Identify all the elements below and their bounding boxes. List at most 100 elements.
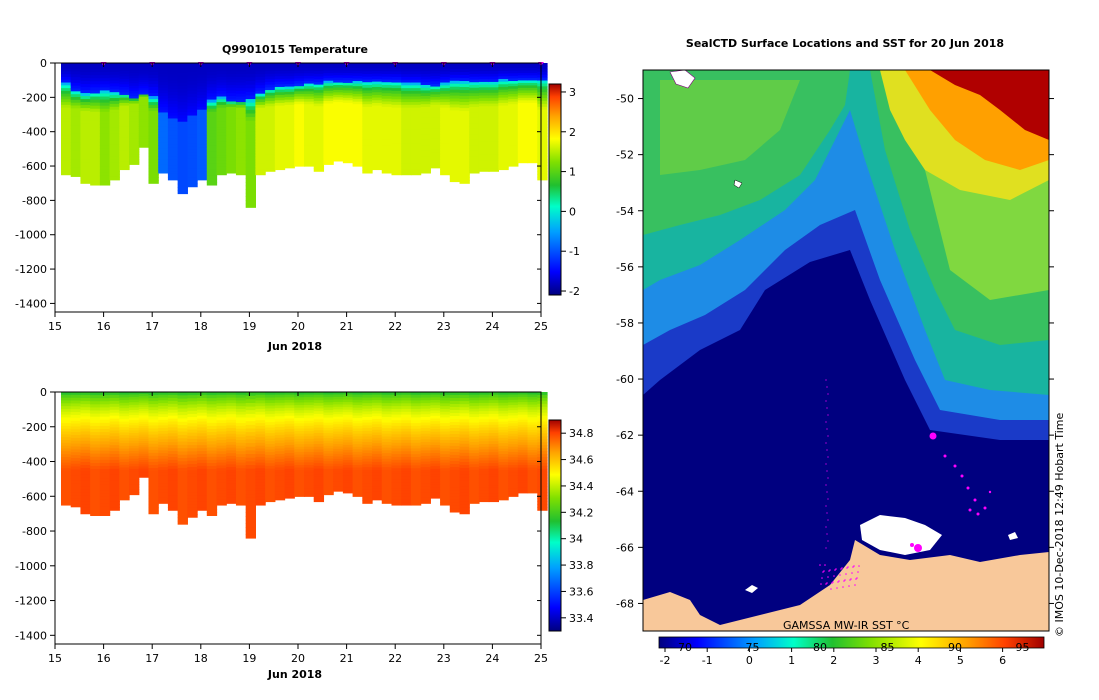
profile-cell <box>420 126 431 130</box>
profile-cell <box>410 110 422 114</box>
profile-cell <box>508 155 519 159</box>
profile-cell <box>158 433 169 438</box>
profile-cell <box>284 102 295 106</box>
profile-cell <box>313 144 325 148</box>
profile-cell <box>167 124 179 128</box>
profile-cell <box>90 429 101 433</box>
profile-cell <box>410 157 422 162</box>
profile-cell <box>138 119 150 123</box>
profile-cell <box>459 434 470 439</box>
profile-cell <box>216 468 227 472</box>
profile-cell <box>167 465 179 470</box>
profile-cell <box>177 183 188 188</box>
y-tick-label: -1000 <box>15 229 47 242</box>
profile-cell <box>284 68 295 72</box>
profile-cell <box>508 96 519 100</box>
profile-cell <box>61 428 72 433</box>
profile-cell <box>187 87 198 92</box>
profile-cell <box>119 394 130 398</box>
track-point <box>826 512 828 514</box>
profile-cell <box>148 132 159 136</box>
profile-cell <box>362 142 373 147</box>
profile-cell <box>517 140 529 144</box>
profile-cell <box>537 418 548 423</box>
profile-cell <box>449 463 461 468</box>
map-frame <box>642 69 1050 632</box>
profile-cell <box>245 174 256 179</box>
profile-cell <box>449 116 461 120</box>
track-point <box>823 570 825 572</box>
profile-cell <box>109 442 120 446</box>
profile-cell <box>265 479 276 483</box>
profile-cell <box>410 502 422 506</box>
profile-cell <box>226 417 237 421</box>
profile-cell <box>284 131 295 135</box>
profile-cell <box>313 392 325 396</box>
profile-cell <box>304 493 315 497</box>
profile-cell <box>537 173 548 178</box>
profile-cell <box>109 445 120 449</box>
profile-cell <box>129 121 140 125</box>
profile-cell <box>410 451 422 455</box>
profile-cell <box>70 85 82 90</box>
profile-cell <box>90 506 101 510</box>
profile-cell <box>352 86 363 90</box>
profile-cell <box>420 405 431 410</box>
profile-cell <box>119 86 130 91</box>
profile-cell <box>284 133 295 137</box>
profile-cell <box>284 394 295 398</box>
profile-cell <box>537 153 548 158</box>
profile-cell <box>508 127 519 131</box>
profile-cell <box>420 414 431 418</box>
profile-cell <box>372 467 383 471</box>
profile-cell <box>401 431 412 435</box>
profile-cell <box>488 476 499 481</box>
profile-cell <box>537 480 548 485</box>
profile-cell <box>216 160 227 165</box>
profile-cell <box>187 134 198 138</box>
colorbar-tick-label: 34.6 <box>569 454 594 467</box>
profile-cell <box>381 101 393 105</box>
profile-cell <box>158 101 169 105</box>
profile-cell <box>469 408 480 413</box>
profile-cell <box>177 63 188 67</box>
profile-cell <box>333 448 344 453</box>
profile-cell <box>498 402 509 407</box>
profile-cell <box>313 138 325 143</box>
profile-cell <box>138 88 150 91</box>
profile-cell <box>498 94 509 99</box>
profile-cell <box>158 453 169 457</box>
profile-cell <box>401 129 412 134</box>
profile-cell <box>372 478 383 482</box>
track-point <box>825 583 827 585</box>
profile-cell <box>537 130 548 134</box>
profile-cell <box>294 407 305 411</box>
profile-cell <box>498 121 509 125</box>
profile-cell <box>284 152 295 156</box>
profile-cell <box>527 467 538 471</box>
profile-cell <box>80 168 91 172</box>
profile-cell <box>294 117 305 121</box>
profile-cell <box>90 108 101 113</box>
profile-cell <box>430 437 441 441</box>
profile-cell <box>488 419 499 423</box>
profile-cell <box>119 121 130 125</box>
profile-cell <box>129 409 140 414</box>
profile-cell <box>362 68 373 72</box>
profile-cell <box>391 163 402 167</box>
profile-cell <box>352 464 363 469</box>
profile-cell <box>372 491 383 495</box>
profile-cell <box>342 419 354 423</box>
profile-cell <box>440 456 451 461</box>
profile-cell <box>255 425 266 430</box>
profile-cell <box>352 491 363 495</box>
profile-cell <box>197 133 208 137</box>
profile-cell <box>508 428 519 432</box>
profile-cell <box>362 455 373 460</box>
profile-cell <box>517 472 529 476</box>
profile-cell <box>527 422 538 426</box>
profile-cell <box>109 135 120 140</box>
profile-cell <box>449 412 461 417</box>
profile-cell <box>255 437 266 441</box>
profile-cell <box>333 121 344 125</box>
